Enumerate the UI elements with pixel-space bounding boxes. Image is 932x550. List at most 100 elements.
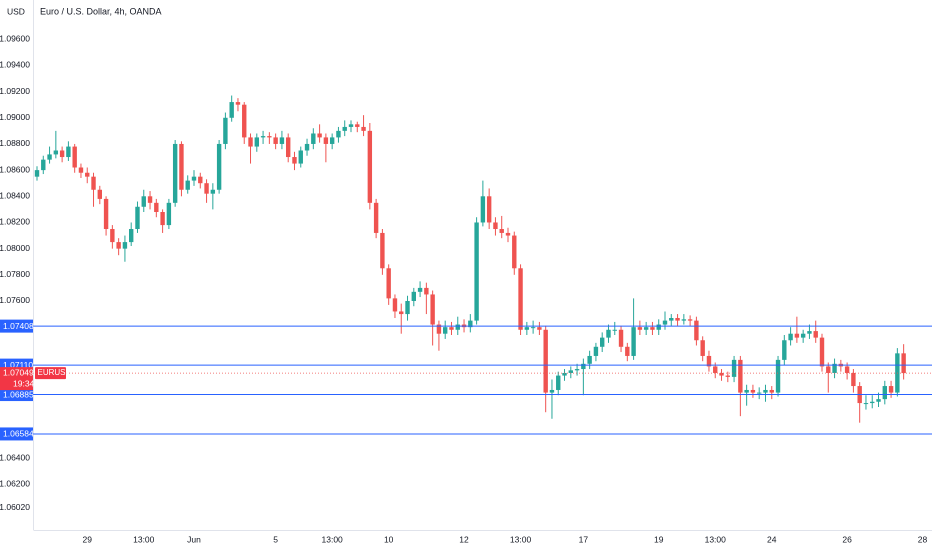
level-label: 1.06584 [3, 429, 34, 439]
candle-body [254, 137, 259, 147]
candle-body [311, 133, 316, 144]
candle-body [800, 333, 806, 338]
candle-body [706, 355, 712, 367]
candle-body [392, 298, 398, 312]
candle-body [493, 222, 498, 230]
candle-body [210, 189, 216, 194]
currency-label[interactable]: USD [7, 6, 25, 16]
candle-body [443, 327, 448, 334]
candle-body [863, 403, 869, 405]
x-tick-label: 10 [384, 534, 394, 544]
candle-body [386, 268, 391, 299]
candle-body [103, 198, 109, 230]
candle-body [47, 154, 52, 160]
candle-body [141, 196, 146, 207]
candle-body [154, 202, 159, 212]
x-tick-label: 28 [918, 534, 928, 544]
candle-body [242, 104, 247, 138]
candle-body [813, 331, 818, 338]
candle-body [844, 366, 850, 373]
candle-body [449, 327, 454, 330]
candle-body [229, 102, 234, 118]
symbol-tag-box [35, 367, 66, 380]
candle-body [179, 143, 184, 190]
candle-body [486, 196, 492, 223]
candle-body [600, 337, 605, 347]
candle-body [417, 287, 423, 292]
candle-body [59, 150, 65, 158]
candle-body [122, 242, 128, 249]
candle-body [876, 399, 881, 402]
y-tick-label: 1.07800 [0, 269, 30, 279]
candle-body [518, 268, 523, 330]
candle-body [342, 126, 347, 131]
x-tick-label: 19 [654, 534, 664, 544]
candle-body [574, 369, 580, 371]
candle-body [116, 242, 121, 249]
candle-body [694, 320, 699, 341]
y-tick-label: 1.09000 [0, 112, 30, 122]
candle-body [738, 359, 743, 393]
chart-title: Euro / U.S. Dollar, 4h, OANDA [40, 6, 162, 16]
candle-body [537, 327, 542, 330]
candle-body [273, 137, 278, 144]
x-tick-label: Jun [187, 534, 201, 544]
candle-body [618, 329, 624, 347]
candle-body [581, 363, 586, 370]
candle-body [725, 375, 730, 377]
candle-body [832, 363, 837, 373]
last-price-box [0, 367, 33, 391]
candle-body [744, 389, 749, 393]
candle-body [185, 180, 190, 190]
candle-body [129, 229, 134, 243]
candle-body [72, 146, 77, 168]
candle-body [110, 229, 115, 243]
y-tick-label: 1.07600 [0, 295, 30, 305]
candle-body [286, 137, 291, 158]
candle-body [882, 386, 887, 400]
candle-body [807, 331, 812, 334]
candle-body [606, 329, 611, 338]
candle-body [380, 232, 385, 269]
candle-body [788, 333, 793, 341]
y-tick-label: 1.08200 [0, 217, 30, 227]
level-label-box [0, 427, 33, 441]
candle-body [656, 324, 661, 330]
candle-body [348, 124, 354, 127]
y-tick-label: 1.06020 [0, 502, 30, 512]
candle-body [135, 206, 140, 230]
candle-body [713, 366, 718, 373]
y-tick-label: 1.06200 [0, 478, 30, 488]
candle-body [888, 386, 894, 393]
candle-body [166, 202, 172, 226]
candle-body [625, 346, 630, 356]
candle-body [650, 327, 655, 330]
candle-body [160, 212, 165, 226]
candle-body [91, 176, 96, 190]
candle-body [637, 327, 643, 330]
candle-body [687, 319, 693, 321]
candle-body [612, 329, 617, 331]
candle-body [147, 196, 153, 203]
level-label: 1.07408 [3, 321, 34, 331]
candle-body [499, 229, 504, 233]
candle-body [399, 311, 404, 315]
candle-body [512, 235, 517, 269]
candle-body [750, 389, 756, 393]
candle-body [204, 183, 209, 194]
candle-body [681, 319, 687, 321]
candle-body [317, 133, 322, 138]
candle-body [556, 375, 561, 390]
candle-body [172, 143, 178, 203]
candle-body [562, 372, 567, 376]
candle-body [851, 372, 856, 387]
candle-body [298, 150, 303, 164]
x-tick-label: 26 [842, 534, 852, 544]
y-tick-label: 1.08800 [0, 138, 30, 148]
candle-body [662, 320, 668, 325]
candle-body [468, 320, 473, 328]
candle-body [235, 102, 241, 105]
candle-body [480, 196, 486, 223]
